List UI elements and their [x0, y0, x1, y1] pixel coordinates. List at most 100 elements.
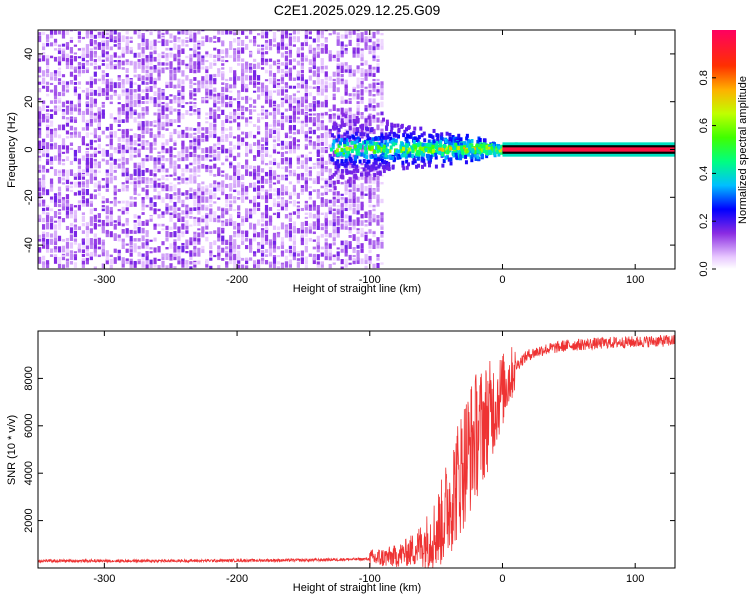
- heatmap-cell: [264, 109, 269, 112]
- heatmap-cell: [233, 114, 237, 119]
- heatmap-cell: [376, 196, 380, 203]
- heatmap-cell: [93, 217, 97, 223]
- heatmap-cell: [137, 121, 141, 127]
- heatmap-cell: [462, 143, 466, 148]
- heatmap-cell: [332, 180, 336, 185]
- heatmap-cell: [466, 152, 470, 157]
- heatmap-cell: [272, 241, 277, 249]
- heatmap-cell: [65, 105, 70, 108]
- heatmap-cell: [85, 167, 89, 173]
- heatmap-cell: [73, 131, 78, 135]
- heatmap-cell: [252, 30, 257, 32]
- heatmap-cell: [376, 89, 380, 93]
- heatmap-cell: [41, 255, 46, 261]
- heatmap-cell: [308, 223, 312, 230]
- heatmap-cell: [276, 191, 281, 196]
- heatmap-cell: [316, 113, 320, 116]
- heatmap-cell: [241, 39, 245, 47]
- heatmap-cell: [177, 253, 181, 261]
- heatmap-cell: [252, 231, 257, 238]
- heatmap-cell: [356, 132, 360, 138]
- heatmap-cell: [177, 96, 181, 101]
- heatmap-cell: [113, 91, 117, 97]
- heatmap-cell: [300, 100, 304, 108]
- heatmap-cell: [153, 120, 157, 124]
- x-tick-label: -300: [93, 573, 115, 585]
- heatmap-cell: [221, 134, 225, 139]
- heatmap-cell: [252, 201, 257, 207]
- heatmap-cell: [177, 38, 181, 43]
- heatmap-cell: [97, 55, 101, 62]
- heatmap-cell: [153, 100, 157, 108]
- heatmap-cell: [284, 44, 289, 50]
- heatmap-cell: [97, 116, 101, 123]
- heatmap-cell: [328, 157, 332, 165]
- heatmap-cell: [392, 142, 396, 147]
- heatmap-cell: [38, 199, 42, 204]
- heatmap-cell: [264, 178, 269, 184]
- heatmap-cell: [348, 31, 352, 36]
- heatmap-cell: [320, 120, 324, 124]
- heatmap-cell: [81, 36, 85, 40]
- heatmap-cell: [177, 234, 181, 241]
- heatmap-cell: [157, 223, 161, 227]
- heatmap-cell: [221, 71, 225, 74]
- heatmap-cell: [336, 53, 340, 58]
- heatmap-cell: [205, 136, 209, 139]
- heatmap-cell: [133, 230, 137, 234]
- heatmap-cell: [245, 209, 249, 212]
- heatmap-cell: [49, 254, 54, 257]
- heatmap-cell: [185, 220, 189, 226]
- heatmap-cell: [41, 104, 46, 111]
- heatmap-cell: [137, 222, 141, 227]
- heatmap-cell: [394, 152, 398, 157]
- heatmap-cell: [245, 208, 249, 215]
- heatmap-cell: [249, 149, 253, 154]
- heatmap-cell: [320, 65, 324, 70]
- heatmap-cell: [264, 162, 269, 166]
- heatmap-cell: [197, 183, 201, 188]
- heatmap-cell: [181, 132, 185, 138]
- heatmap-cell: [209, 131, 213, 138]
- heatmap-cell: [320, 192, 324, 196]
- heatmap-cell: [73, 238, 78, 242]
- heatmap-cell: [312, 70, 316, 74]
- heatmap-cell: [342, 123, 346, 128]
- heatmap-cell: [85, 160, 89, 165]
- heatmap-cell: [173, 241, 177, 246]
- heatmap-cell: [337, 115, 341, 120]
- heatmap-cell: [372, 178, 376, 184]
- heatmap-cell: [348, 254, 352, 261]
- heatmap-cell: [308, 172, 312, 177]
- heatmap-cell: [117, 136, 121, 142]
- heatmap-cell: [344, 30, 348, 35]
- heatmap-cell: [380, 233, 384, 238]
- heatmap-cell: [109, 35, 113, 43]
- heatmap-cell: [376, 219, 380, 226]
- heatmap-cell: [201, 83, 205, 89]
- heatmap-cell: [384, 139, 388, 144]
- heatmap-cell: [93, 71, 97, 77]
- heatmap-cell: [272, 256, 277, 264]
- heatmap-cell: [45, 54, 50, 59]
- heatmap-cell: [402, 147, 406, 152]
- heatmap-cell: [85, 119, 89, 124]
- heatmap-cell: [372, 41, 376, 47]
- heatmap-cell: [205, 147, 209, 154]
- heatmap-cell: [296, 251, 300, 254]
- heatmap-cell: [165, 96, 169, 100]
- heatmap-cell: [217, 136, 221, 142]
- heatmap-cell: [292, 171, 296, 177]
- heatmap-cell: [324, 147, 328, 154]
- heatmap-cell: [292, 30, 296, 35]
- heatmap-cell: [237, 255, 241, 261]
- heatmap-cell: [385, 122, 389, 127]
- heatmap-cell: [284, 62, 289, 66]
- heatmap-cell: [113, 39, 117, 43]
- heatmap-cell: [169, 118, 173, 123]
- heatmap-cell: [145, 260, 149, 265]
- heatmap-cell: [360, 258, 364, 265]
- heatmap-cell: [260, 244, 265, 249]
- heatmap-cell: [252, 155, 257, 158]
